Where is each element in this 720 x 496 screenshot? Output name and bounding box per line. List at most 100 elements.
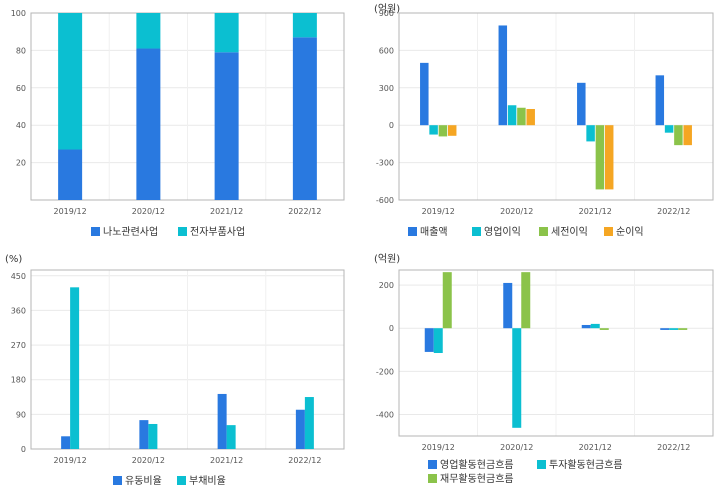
y-tick-label: 600 <box>379 46 394 55</box>
x-tick-label: 2021/12 <box>579 443 612 452</box>
legend-swatch <box>408 227 417 236</box>
bar-2-s0-c1 <box>139 420 149 449</box>
bar-3-s0-c0 <box>424 328 434 352</box>
bar-0-s1-c3 <box>292 13 317 38</box>
x-tick-label: 2020/12 <box>500 207 533 216</box>
y-tick-label: 300 <box>379 84 394 93</box>
legend-swatch <box>604 227 613 236</box>
legend-label: 부채비율 <box>189 475 226 487</box>
y-tick-label: 360 <box>11 306 26 315</box>
bar-3-s0-c3 <box>660 328 670 330</box>
bar-3-s1-c3 <box>669 328 679 330</box>
legend-label: 영업이익 <box>484 225 521 238</box>
bar-3-s2-c2 <box>599 328 609 330</box>
bar-2-s0-c3 <box>295 409 305 449</box>
x-tick-label: 2020/12 <box>500 443 533 452</box>
x-tick-label: 2021/12 <box>210 207 243 216</box>
plot-frame <box>398 12 714 201</box>
legend-swatch <box>472 227 481 236</box>
y-tick-label: 0 <box>389 121 394 130</box>
legend-label: 매출액 <box>420 226 448 238</box>
legend-label: 투자활동현금흐름 <box>549 458 623 471</box>
bar-3-s2-c3 <box>678 328 688 330</box>
y-tick-label: 90 <box>16 410 26 419</box>
y-tick-label: 40 <box>16 121 26 130</box>
bar-1-s0-c1 <box>498 25 508 126</box>
bar-2-s1-c0 <box>70 287 80 449</box>
bar-2-s1-c2 <box>226 425 236 449</box>
legend-swatch <box>537 460 546 469</box>
y-tick-label: 200 <box>379 281 394 290</box>
bar-3-s1-c2 <box>590 323 600 329</box>
bar-1-s3-c0 <box>447 125 457 136</box>
legend-label: 전자부품사업 <box>190 225 245 238</box>
bar-0-s1-c2 <box>214 13 239 53</box>
legend-label: 순이익 <box>616 226 644 238</box>
bar-1-s2-c3 <box>674 125 683 146</box>
x-tick-label: 2020/12 <box>132 207 165 216</box>
x-tick-label: 2019/12 <box>54 456 87 465</box>
bar-0-s1-c0 <box>58 13 83 150</box>
bar-1-s3-c2 <box>604 125 614 190</box>
legend-label: 영업활동현금흐름 <box>440 458 514 471</box>
y-tick-label: 900 <box>379 9 394 18</box>
bar-1-s1-c2 <box>586 125 595 142</box>
legend-swatch <box>428 474 437 483</box>
y-tick-label: 0 <box>389 324 394 333</box>
bar-3-s2-c1 <box>521 272 531 329</box>
legend-swatch <box>178 227 187 236</box>
bar-0-s0-c2 <box>214 52 239 200</box>
bar-2-s1-c3 <box>304 397 314 449</box>
plot-frame <box>30 12 345 201</box>
bar-2-s0-c0 <box>61 436 71 449</box>
legend-swatch <box>113 476 122 485</box>
x-tick-label: 2022/12 <box>657 443 690 452</box>
bar-0-s0-c1 <box>136 48 161 200</box>
unit-label: (억원) <box>374 253 400 265</box>
unit-label: (억원) <box>374 3 400 15</box>
y-tick-label: 0 <box>21 445 26 454</box>
legend-swatch <box>539 227 548 236</box>
bar-3-s2-c0 <box>442 272 452 329</box>
legend-swatch <box>177 476 186 485</box>
legend-label: 나노관련사업 <box>103 225 158 238</box>
x-tick-label: 2019/12 <box>54 207 87 216</box>
bar-3-s1-c1 <box>512 328 522 428</box>
bar-3-s1-c0 <box>433 328 443 353</box>
y-tick-label: 450 <box>11 272 26 281</box>
legend-label: 유동비율 <box>125 475 162 487</box>
bar-0-s0-c0 <box>58 149 83 200</box>
bar-1-s2-c2 <box>595 125 605 190</box>
bar-2-s1-c1 <box>148 423 158 449</box>
y-tick-label: -300 <box>376 159 394 168</box>
legend-swatch <box>428 460 437 469</box>
y-tick-label: 100 <box>11 9 26 18</box>
y-tick-label: 60 <box>16 84 26 93</box>
bar-1-s1-c3 <box>664 125 674 133</box>
plot-frame <box>398 269 714 437</box>
bar-1-s2-c1 <box>517 107 526 126</box>
legend-label: 재무활동현금흐름 <box>440 472 514 485</box>
bar-1-s0-c0 <box>420 62 429 126</box>
x-tick-label: 2022/12 <box>288 207 321 216</box>
x-tick-label: 2021/12 <box>210 456 243 465</box>
bar-2-s0-c2 <box>217 393 227 449</box>
unit-label: (%) <box>5 254 22 265</box>
y-tick-label: 270 <box>11 341 26 350</box>
plot-frame <box>30 269 345 450</box>
x-tick-label: 2019/12 <box>422 443 455 452</box>
y-tick-label: -600 <box>376 196 394 205</box>
x-tick-label: 2020/12 <box>132 456 165 465</box>
y-tick-label: -400 <box>376 410 394 419</box>
bar-1-s1-c1 <box>507 105 517 126</box>
bar-3-s0-c2 <box>581 324 591 329</box>
y-tick-label: 180 <box>11 376 26 385</box>
bar-1-s1-c0 <box>429 125 438 135</box>
bar-1-s0-c2 <box>577 82 586 126</box>
bar-0-s0-c3 <box>292 37 317 201</box>
bar-3-s0-c1 <box>503 282 513 329</box>
bar-1-s0-c3 <box>655 75 665 126</box>
x-tick-label: 2022/12 <box>288 456 321 465</box>
bar-0-s1-c1 <box>136 13 161 49</box>
x-tick-label: 2022/12 <box>657 207 690 216</box>
